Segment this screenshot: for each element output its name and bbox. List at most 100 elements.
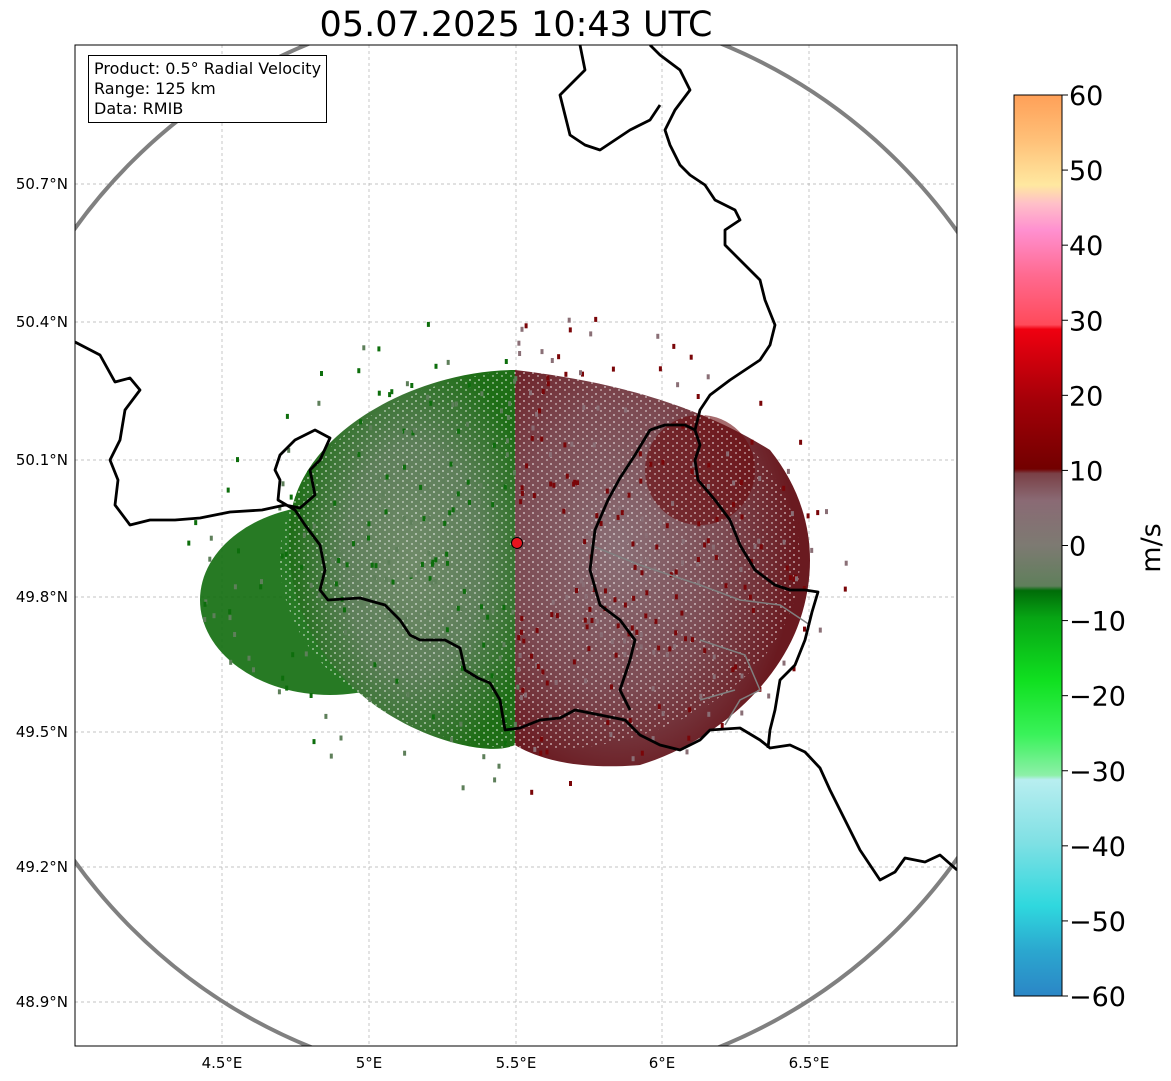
echo-speck: [651, 736, 655, 742]
echo-speck: [665, 523, 669, 529]
echo-speck: [459, 721, 463, 727]
echo-speck: [799, 439, 803, 445]
echo-speck: [707, 711, 711, 717]
echo-speck: [631, 541, 635, 547]
colorbar-tick-label: 20: [1069, 381, 1103, 412]
echo-speck: [596, 405, 600, 411]
echo-speck: [377, 498, 381, 504]
echo-speck: [782, 660, 786, 666]
echo-speck: [426, 484, 430, 490]
echo-speck: [369, 425, 373, 431]
border-luxembourg: [588, 423, 820, 749]
echo-speck: [706, 484, 710, 489]
colorbar-tick-label: −10: [1069, 607, 1126, 638]
echo-speck: [594, 316, 598, 322]
echo-speck: [462, 588, 466, 594]
echo-speck: [658, 366, 662, 372]
echo-speck: [782, 485, 786, 491]
echo-speck: [252, 667, 255, 673]
echo-speck: [758, 476, 762, 481]
echo-speck: [304, 651, 308, 657]
echo-speck: [513, 721, 517, 727]
echo-speck: [696, 561, 699, 567]
echo-speck: [324, 713, 328, 719]
echo-speck: [505, 452, 509, 458]
echo-speck: [653, 566, 657, 572]
echo-speck: [449, 461, 453, 467]
echo-speck: [732, 480, 736, 486]
echo-speck: [500, 408, 503, 414]
echo-speck: [260, 579, 263, 585]
echo-speck: [732, 502, 735, 508]
echo-speck: [690, 469, 694, 475]
echo-speck: [639, 632, 643, 637]
map-frame: [74, 44, 958, 1047]
echo-speck: [497, 763, 501, 769]
echo-speck: [511, 609, 515, 615]
echo-speck: [395, 546, 399, 552]
echo-speck: [614, 652, 618, 658]
echo-speck: [530, 789, 534, 795]
echo-speck: [541, 669, 545, 675]
echo-speck: [434, 579, 438, 585]
echo-speck: [451, 507, 455, 513]
colorbar-gradient: [1013, 94, 1063, 997]
echo-speck: [572, 659, 576, 665]
echo-speck: [759, 544, 763, 550]
echo-speck: [740, 710, 744, 716]
echo-speck: [724, 583, 728, 589]
map-content: [75, 45, 957, 1046]
echo-speck: [461, 785, 465, 791]
echo-speck: [516, 684, 520, 690]
lat-tick-label: 48.9°N: [16, 993, 68, 1011]
echo-speck: [445, 627, 449, 633]
echo-speck: [460, 606, 464, 612]
echo-speck: [521, 687, 525, 693]
echo-speck: [535, 627, 539, 633]
echo-speck: [394, 611, 398, 617]
echo-speck: [317, 592, 321, 598]
echo-speck: [478, 499, 481, 505]
echo-speck: [498, 655, 502, 661]
echo-speck: [461, 665, 464, 671]
echo-speck: [194, 520, 198, 526]
echo-speck: [802, 586, 806, 591]
echo-speck: [362, 345, 366, 351]
echo-speck: [402, 515, 406, 521]
echo-speck: [337, 558, 341, 563]
echo-speck: [583, 617, 587, 623]
echo-speck: [623, 638, 627, 644]
echo-speck: [456, 491, 460, 497]
colorbar-ticks: 60 50 40 30 20 10 0 −10 −20 −30 −40 −50 −60: [1062, 81, 1126, 1013]
echo-speck: [649, 461, 653, 467]
echo-speck: [665, 652, 669, 658]
echo-speck: [287, 447, 291, 453]
echo-speck: [445, 551, 449, 557]
echo-speck: [595, 618, 599, 624]
echo-speck: [467, 382, 471, 388]
echo-speck: [605, 488, 609, 494]
echo-speck: [209, 535, 213, 541]
echo-speck: [734, 664, 738, 670]
echo-speck: [818, 627, 822, 633]
echo-speck: [533, 746, 537, 752]
lon-tick-label: 6°E: [649, 1054, 676, 1072]
echo-speck: [555, 613, 559, 619]
echo-speck: [792, 576, 796, 582]
echo-speck: [520, 491, 524, 496]
echo-speck: [611, 366, 615, 372]
echo-speck: [407, 656, 411, 662]
echo-speck: [482, 754, 486, 760]
radar-site-marker: [511, 537, 523, 549]
echo-speck: [351, 570, 355, 576]
echo-speck: [674, 594, 678, 600]
echo-speck: [422, 516, 426, 522]
echo-speck: [309, 693, 313, 698]
echo-speck: [430, 561, 434, 567]
echo-speck: [681, 560, 684, 566]
echo-texture: [280, 370, 800, 750]
echo-speck: [520, 326, 524, 332]
lat-tick-label: 49.8°N: [16, 588, 68, 606]
echo-speck: [441, 478, 445, 484]
